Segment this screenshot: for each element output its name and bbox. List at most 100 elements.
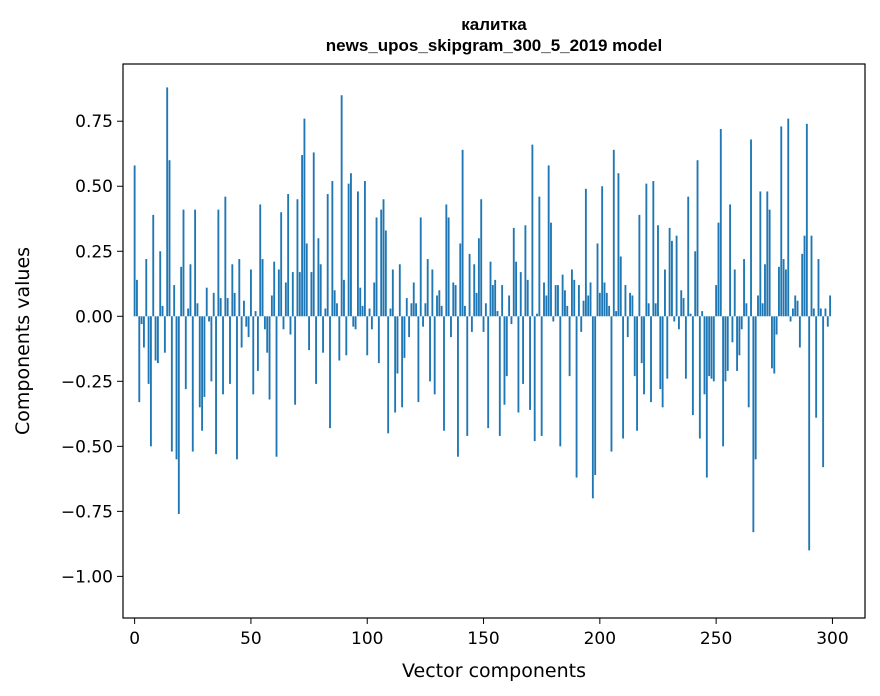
x-tick-label: 0 [129,629,140,649]
bar-69 [294,316,297,405]
bar-86 [333,290,336,317]
bar-43 [233,292,236,317]
bar-87 [336,303,338,317]
bar-192 [580,316,583,332]
bar-228 [664,269,666,317]
bar-159 [503,316,506,405]
y-axis-ticks: 0.75 0.50 0.25 0.00 −0.25 −0.50 −0.75 −1.00 [61,112,123,587]
bar-31 [205,287,208,317]
bar-178 [547,165,550,317]
bar-200 [598,292,601,317]
bar-66 [287,194,290,317]
bar-224 [654,303,657,317]
bar-37 [219,298,222,317]
x-tick-label: 200 [584,629,616,649]
bar-197 [591,316,594,499]
y-tick-label: −0.50 [61,437,113,457]
bar-121 [415,303,418,317]
bar-104 [375,217,378,317]
bar-261 [740,316,743,330]
bar-51 [252,316,255,395]
bar-279 [782,259,785,317]
bar-78 [315,316,317,384]
bar-75 [308,316,311,351]
bar-247 [708,316,711,377]
bar-122 [417,316,420,403]
bar-10 [156,316,159,364]
bar-220 [645,183,648,317]
bar-89 [340,95,343,317]
bar-113 [396,316,399,374]
bar-35 [215,316,217,455]
bar-33 [210,316,213,382]
bar-171 [531,144,534,317]
bar-164 [515,261,518,317]
bar-1 [136,279,138,317]
bar-244 [701,311,704,317]
bar-143 [466,316,469,436]
bar-277 [778,266,780,317]
bar-265 [750,139,752,317]
bar-102 [370,316,373,330]
bar-141 [461,149,464,317]
bar-5 [145,259,148,317]
y-tick-label: 0.75 [75,112,113,132]
bar-278 [780,126,783,317]
bar-128 [431,269,434,317]
bar-276 [775,316,778,335]
bar-142 [463,305,466,317]
bar-202 [603,282,606,317]
bar-148 [477,238,480,317]
bar-45 [238,259,241,317]
bar-256 [729,204,732,317]
bar-77 [312,152,315,317]
bar-44 [236,316,238,460]
bar-136 [450,316,452,338]
bar-63 [280,212,283,317]
bar-107 [382,199,385,317]
bar-194 [584,188,587,317]
bar-101 [368,308,371,317]
bar-293 [815,316,818,418]
bar-232 [673,316,676,322]
bar-117 [405,298,408,317]
bar-149 [480,199,483,317]
bar-0 [133,165,136,317]
bar-46 [240,316,243,348]
bar-22 [184,316,187,390]
bar-52 [254,311,257,317]
bar-182 [557,285,559,317]
bar-145 [470,316,473,332]
bar-85 [331,181,334,317]
bar-92 [347,183,350,317]
bar-42 [231,264,234,317]
bar-163 [512,227,515,317]
bar-193 [582,300,585,317]
bar-271 [764,264,766,317]
bar-211 [624,285,627,317]
bar-50 [250,269,252,317]
bar-180 [552,316,555,322]
bar-236 [682,298,685,317]
bar-109 [387,316,390,434]
bar-184 [561,274,564,317]
bar-238 [687,196,690,317]
bar-71 [298,272,301,317]
bar-114 [398,264,401,317]
x-tick-label: 250 [700,629,732,649]
bar-219 [643,316,645,395]
bar-21 [182,209,185,317]
bar-254 [724,316,727,382]
bar-272 [766,191,769,317]
bar-177 [545,295,548,317]
bar-82 [324,308,327,317]
bar-183 [559,316,562,447]
bar-158 [501,285,504,317]
y-tick-label: 0.00 [75,307,113,327]
bar-217 [638,214,641,317]
bar-263 [745,303,748,317]
bar-36 [217,209,220,317]
bar-252 [719,129,722,317]
bar-3 [140,316,143,325]
y-tick-label: −0.75 [61,502,113,522]
